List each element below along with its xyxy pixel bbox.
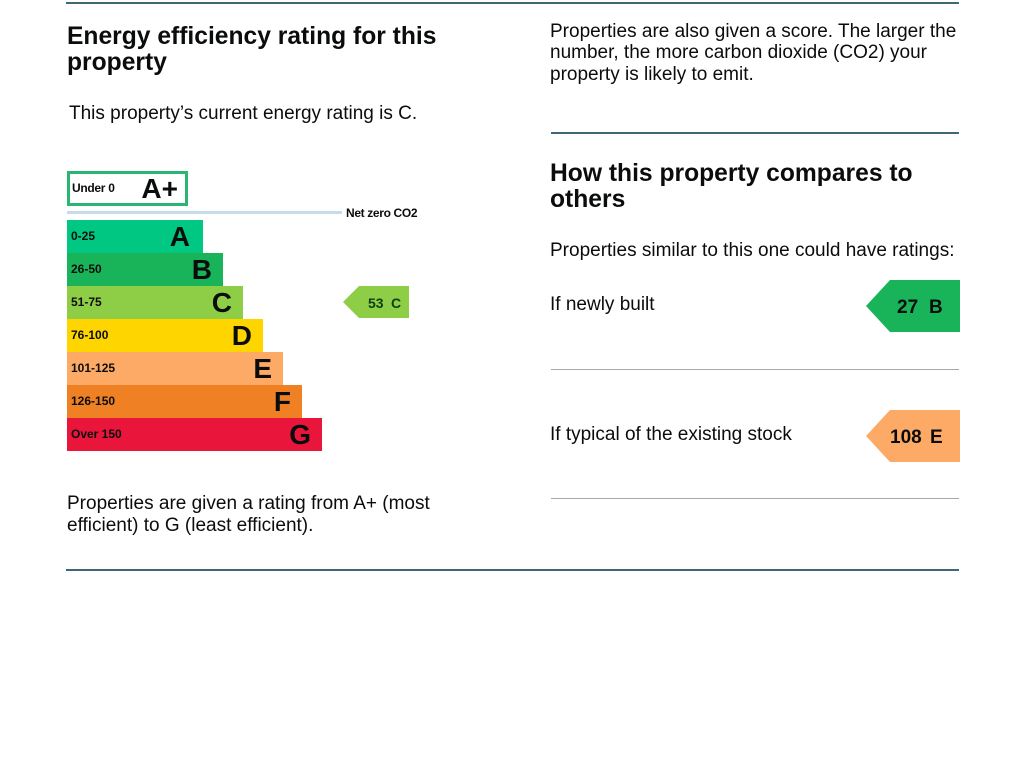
svg-text:27: 27 (897, 297, 918, 318)
svg-text:108: 108 (890, 427, 922, 448)
svg-text:53: 53 (368, 295, 384, 311)
svg-text:C: C (391, 295, 401, 311)
svg-text:E: E (930, 427, 943, 448)
svg-text:B: B (929, 297, 943, 318)
